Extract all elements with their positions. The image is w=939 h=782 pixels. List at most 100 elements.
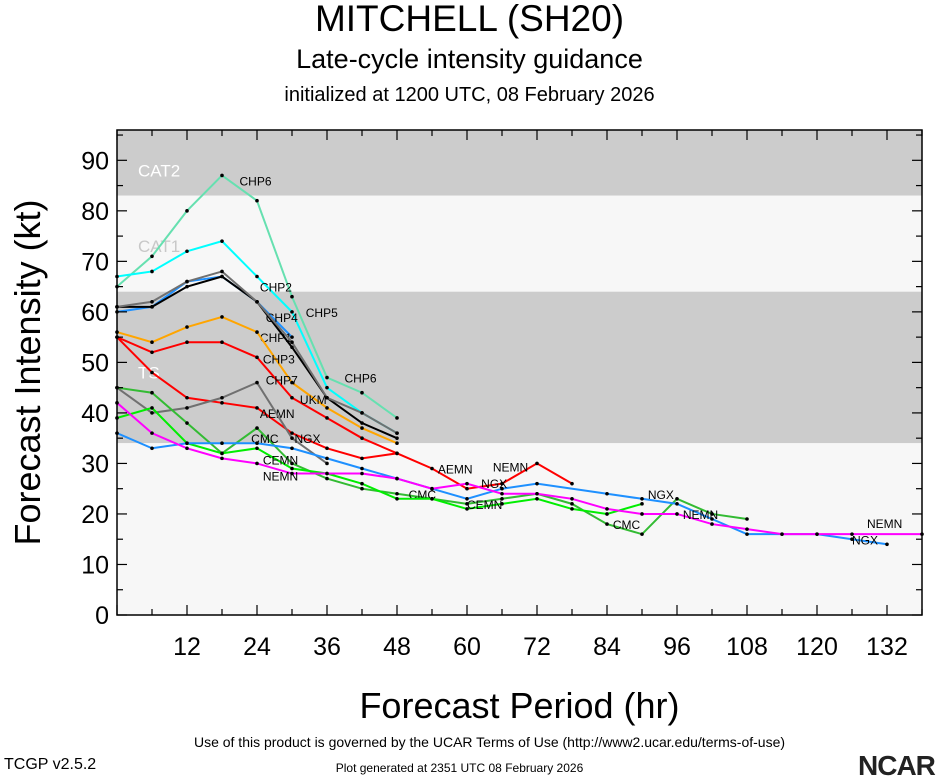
data-point — [150, 340, 154, 344]
y-tick-label: 70 — [81, 248, 109, 276]
data-point — [780, 532, 784, 536]
data-point — [570, 507, 574, 511]
data-point — [220, 401, 224, 405]
data-point — [290, 471, 294, 476]
x-tick-label: 72 — [523, 633, 551, 661]
y-axis-label: Forecast Intensity (kt) — [7, 199, 48, 545]
data-point — [360, 421, 364, 425]
data-point — [255, 446, 259, 451]
data-point — [360, 426, 364, 430]
y-tick-label: 40 — [81, 400, 109, 428]
series-label: CHP3 — [263, 352, 295, 366]
data-point — [255, 330, 259, 334]
y-tick-label: 20 — [81, 501, 109, 529]
data-point — [605, 522, 609, 526]
series-nemn: NEMN NEMN NEMN NEMN — [115, 401, 924, 536]
series-label: NGX — [648, 488, 674, 502]
series-label: AEMN — [438, 463, 473, 477]
data-point — [220, 395, 224, 400]
series-label: UKM — [300, 393, 327, 407]
data-point — [150, 390, 154, 395]
y-tick-label: 60 — [81, 299, 109, 327]
chart-subtitle: Late-cycle intensity guidance — [296, 44, 643, 74]
data-point — [185, 446, 189, 451]
band-cat1 — [117, 195, 922, 292]
data-point — [745, 527, 749, 531]
series-label: NEMN — [263, 469, 298, 483]
data-point — [710, 517, 714, 521]
data-point — [430, 466, 434, 471]
data-point — [500, 502, 504, 506]
data-point — [150, 299, 154, 304]
series-label: NEMN — [683, 508, 718, 522]
data-point — [360, 436, 364, 440]
x-tick-label: 48 — [383, 633, 411, 661]
data-point — [150, 370, 154, 375]
data-point — [605, 507, 609, 511]
data-point — [220, 451, 224, 456]
data-point — [150, 350, 154, 355]
y-tick-label: 80 — [81, 198, 109, 226]
data-point — [325, 446, 329, 451]
x-tick-label: 132 — [866, 633, 908, 661]
data-point — [290, 335, 294, 339]
series-line — [116, 336, 573, 490]
data-point — [710, 512, 714, 516]
data-point — [360, 486, 364, 491]
data-point — [255, 380, 259, 385]
initialization-time: initialized at 1200 UTC, 08 February 202… — [284, 84, 655, 106]
x-tick-label: 108 — [726, 633, 768, 661]
terms-of-use-note: Use of this product is governed by the U… — [193, 734, 786, 750]
data-point — [885, 542, 889, 547]
data-point — [290, 380, 294, 385]
band-ts — [117, 291, 922, 444]
data-point — [815, 532, 819, 536]
data-point — [850, 537, 854, 542]
data-point — [290, 345, 294, 350]
plot-frame — [116, 129, 923, 616]
data-point — [290, 340, 294, 344]
y-tick-label: 30 — [81, 450, 109, 478]
data-point — [325, 375, 329, 380]
data-point — [395, 441, 399, 446]
generated-time: Plot generated at 2351 UTC 08 February 2… — [335, 761, 584, 775]
data-point — [360, 481, 364, 486]
data-point — [325, 416, 329, 420]
data-point — [605, 512, 609, 516]
data-point — [325, 456, 329, 461]
band-cat2 — [117, 130, 922, 196]
data-point — [255, 461, 259, 466]
data-point — [465, 507, 469, 511]
data-point — [570, 481, 574, 486]
data-point — [185, 249, 189, 254]
series-label: CHP7 — [266, 374, 298, 388]
series-label: NGX — [481, 477, 507, 491]
x-tick-label: 96 — [663, 633, 691, 661]
data-point — [185, 284, 189, 289]
data-point — [290, 294, 294, 299]
chart-title: MITCHELL (SH20) — [314, 0, 625, 39]
x-tick-label: 24 — [243, 633, 271, 661]
series-label: CHP2 — [260, 281, 292, 295]
series-label: CHP5 — [306, 306, 338, 320]
data-point — [150, 431, 154, 435]
data-point — [360, 466, 364, 471]
data-point — [535, 481, 539, 486]
data-point — [255, 299, 259, 304]
data-point — [465, 502, 469, 506]
data-point — [675, 502, 679, 506]
data-point — [360, 411, 364, 415]
data-point — [290, 436, 294, 440]
band-label: CAT2 — [138, 161, 180, 180]
data-point — [185, 441, 189, 446]
band-below-ts — [117, 443, 922, 615]
x-tick-label: 84 — [593, 633, 621, 661]
data-point — [290, 461, 294, 466]
data-point — [430, 497, 434, 501]
data-point — [675, 512, 679, 516]
data-point — [255, 426, 259, 430]
x-axis-label: Forecast Period (hr) — [359, 685, 679, 726]
data-point — [570, 497, 574, 501]
data-point — [395, 497, 399, 501]
